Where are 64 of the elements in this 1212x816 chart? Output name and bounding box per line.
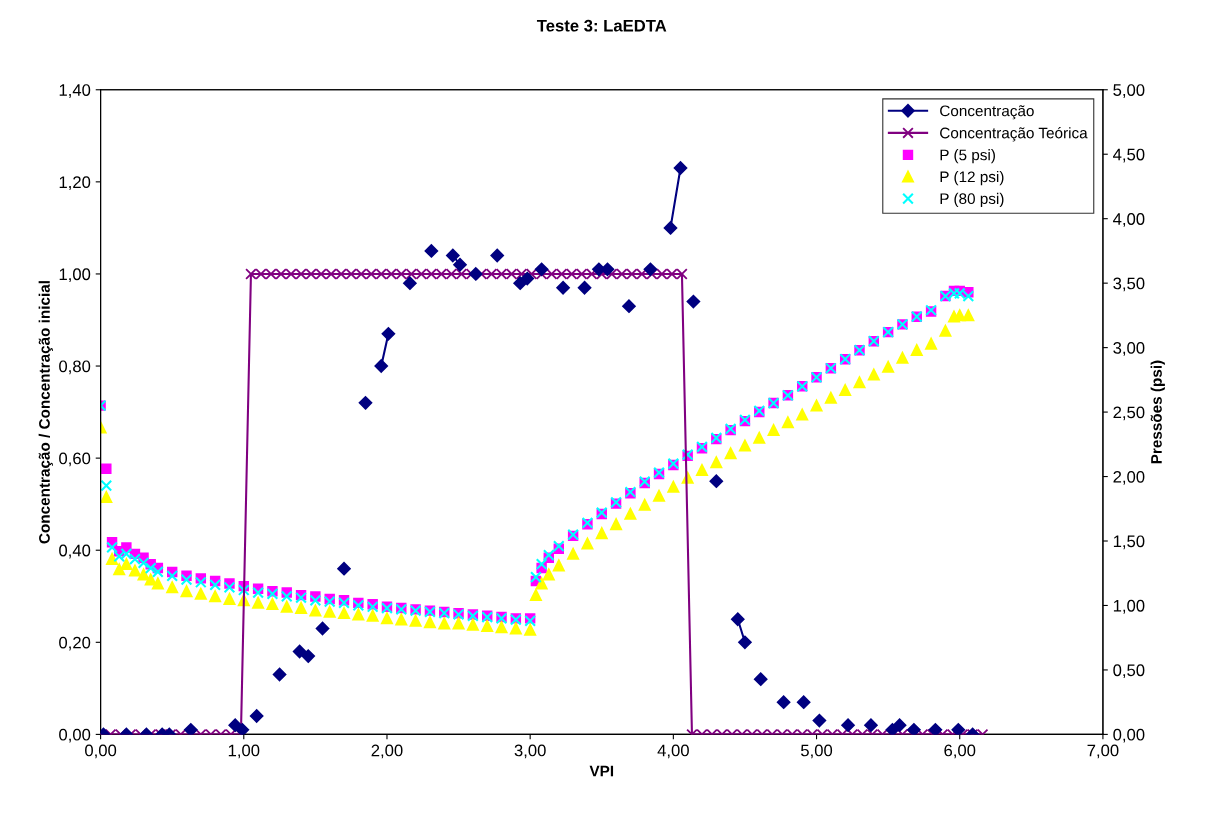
point (730, 612, 745, 627)
point (686, 294, 701, 309)
point (337, 561, 351, 576)
point (272, 667, 287, 682)
point (424, 244, 439, 258)
point (490, 248, 505, 263)
x-tick-label: 2,00 (371, 744, 403, 759)
point (301, 649, 316, 663)
point (663, 221, 678, 235)
point (556, 280, 570, 295)
y2-tick-label: 4,00 (1113, 213, 1145, 227)
y2-tick-label: 2,50 (1113, 406, 1145, 421)
x-tick-label: 5,00 (800, 744, 833, 759)
point (453, 257, 467, 272)
y-tick-label: 1,40 (59, 84, 91, 98)
y-tick-label: 1,20 (59, 176, 91, 191)
y-tick-label: 0,00 (59, 728, 91, 743)
legend-label: P (5 psi) (940, 149, 995, 164)
y2-tick-label: 0,00 (1113, 728, 1145, 743)
y2-tick-label: 5,00 (1113, 84, 1145, 98)
point (577, 280, 592, 295)
legend-label: Concentração Teórica (940, 126, 1088, 142)
y-tick-label: 0,20 (59, 636, 91, 651)
point (776, 695, 791, 709)
y2-tick-label: 2,00 (1113, 470, 1145, 485)
point (403, 276, 417, 290)
y2-tick-label: 1,50 (1113, 535, 1145, 550)
point (622, 299, 636, 313)
x-tick-label: 0,00 (85, 744, 117, 759)
point (249, 709, 264, 723)
y-tick-label: 0,40 (59, 544, 91, 559)
y-tick-label: 0,80 (59, 360, 91, 375)
y2-tick-label: 4,50 (1113, 148, 1145, 163)
x-tick-label: 3,00 (514, 744, 546, 759)
y-tick-label: 1,00 (59, 268, 91, 283)
legend-label: P (80 psi) (940, 192, 1004, 208)
point (841, 718, 855, 732)
point (796, 695, 811, 709)
point (753, 672, 768, 686)
point (374, 359, 389, 373)
y2-tick-label: 3,50 (1113, 277, 1145, 292)
point (358, 396, 373, 410)
point (673, 161, 688, 175)
x-axis-title: VPI (589, 765, 614, 777)
y2-tick-label: 0,50 (1113, 664, 1145, 679)
chart-title: Teste 3: LaEDTA (536, 19, 667, 32)
point (381, 327, 396, 341)
point (292, 644, 307, 659)
y2-tick-label: 1,00 (1113, 599, 1145, 614)
y-tick-label: 0,60 (59, 452, 91, 467)
y-axis-title: Concentração / Concentração inicial (38, 281, 53, 544)
y2-axis-title: Pressões (psi) (1150, 360, 1165, 464)
point (315, 621, 330, 636)
point (446, 248, 460, 263)
legend-label: Concentração (940, 105, 1034, 120)
legend-label: P (12 psi) (940, 170, 1004, 186)
x-tick-label: 7,00 (1087, 744, 1119, 759)
x-tick-label: 1,00 (228, 744, 260, 759)
point (709, 474, 724, 488)
x-tick-label: 6,00 (944, 744, 976, 759)
point (738, 635, 752, 650)
x-tick-label: 4,00 (657, 744, 689, 759)
point (812, 713, 827, 728)
y2-tick-label: 3,00 (1113, 342, 1145, 356)
